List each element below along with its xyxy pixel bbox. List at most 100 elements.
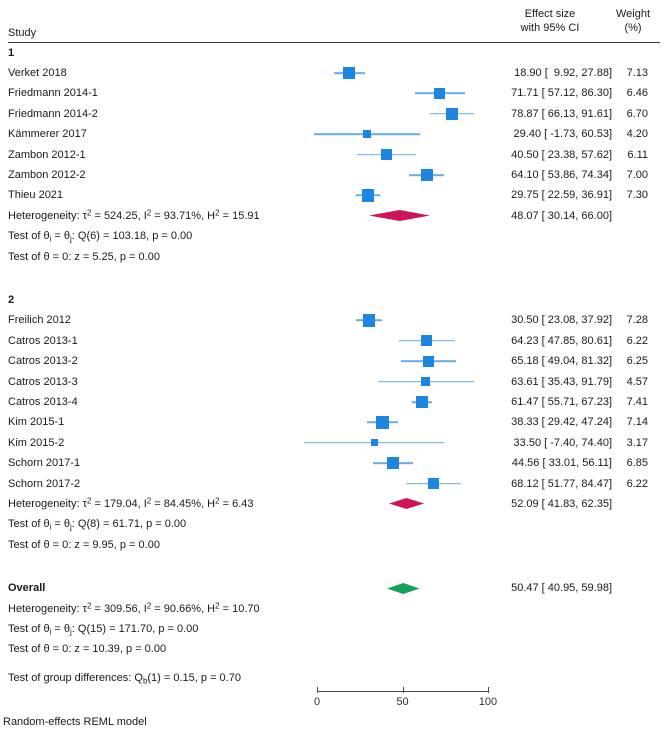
study-row: Freilich 2012 30.50 [ 23.08, 37.92] 7.28: [0, 310, 669, 330]
weight-text: 6.70: [626, 107, 648, 120]
group-summary-row: Heterogeneity: τ2 = 524.25, I2 = 93.71%,…: [0, 206, 669, 226]
group-label: 1: [8, 46, 15, 59]
study-label: Thieu 2021: [8, 189, 64, 202]
effect-size-text: 44.56 [ 33.01, 56.11]: [511, 457, 612, 470]
study-label: Schorn 2017-1: [8, 457, 81, 470]
study-label: Catros 2013-2: [8, 355, 78, 368]
weight-text: 3.17: [626, 436, 648, 449]
weight-text: 4.20: [626, 128, 648, 141]
weight-text: 7.28: [626, 314, 648, 327]
test-theta-zero-text: Test of θ = 0: z = 9.95, p = 0.00: [8, 538, 160, 551]
axis-tick-label: 50: [396, 696, 409, 708]
effect-size-text: 48.07 [ 30.14, 66.00]: [511, 209, 612, 222]
study-label: Friedmann 2014-2: [8, 107, 98, 120]
study-row: Thieu 2021 29.75 [ 22.59, 36.91] 7.30: [0, 185, 669, 205]
study-label: Kim 2015-2: [8, 436, 65, 449]
column-header-study: Study: [8, 27, 37, 39]
weight-text: 7.00: [626, 168, 648, 181]
heterogeneity-text: Heterogeneity: τ2 = 179.04, I2 = 84.45%,…: [8, 496, 254, 510]
effect-square: [376, 416, 389, 429]
effect-size-text: 68.12 [ 51.77, 84.47]: [511, 477, 612, 490]
group-summary-diamond: [388, 498, 424, 512]
effect-square: [422, 355, 435, 367]
effect-size-text: 78.87 [ 66.13, 91.61]: [511, 107, 612, 120]
effect-size-text: 29.75 [ 22.59, 36.91]: [511, 189, 612, 202]
effect-square: [427, 478, 440, 490]
effect-size-text: 50.47 [ 40.95, 59.98]: [511, 582, 612, 595]
test-theta-zero-text: Test of θ = 0: z = 10.39, p = 0.00: [8, 643, 167, 656]
model-note: Random-effects REML model: [3, 716, 147, 728]
study-row: Catros 2013-1 64.23 [ 47.85, 80.61] 6.22: [0, 331, 669, 351]
study-label: Zambon 2012-2: [8, 168, 86, 181]
effect-square: [380, 149, 392, 161]
group-summary-diamond: [368, 210, 430, 224]
study-row: Catros 2013-2 65.18 [ 49.04, 81.32] 6.25: [0, 351, 669, 371]
group-difference-row: Test of group differences: Qb(1) = 0.15,…: [0, 668, 669, 688]
header-rule: [8, 42, 660, 43]
stat-row: Test of θi = θj: Q(6) = 103.18, p = 0.00: [0, 226, 669, 246]
effect-square: [361, 189, 375, 202]
weight-text: 6.22: [626, 334, 648, 347]
study-label: Friedmann 2014-1: [8, 87, 98, 100]
heterogeneity-text: Heterogeneity: τ2 = 524.25, I2 = 93.71%,…: [8, 208, 260, 222]
effect-square: [362, 314, 376, 327]
group-summary-row: Heterogeneity: τ2 = 179.04, I2 = 84.45%,…: [0, 494, 669, 514]
column-header-effect-size-line1: Effect size: [524, 8, 576, 20]
effect-size-text: 38.33 [ 29.42, 47.24]: [511, 416, 612, 429]
group-label-row: 1: [0, 42, 669, 62]
effect-size-text: 64.10 [ 53.86, 74.34]: [511, 168, 612, 181]
overall-summary-row: Overall 50.47 [ 40.95, 59.98]: [0, 578, 669, 598]
weight-text: 7.41: [626, 395, 648, 408]
test-theta-ij-text: Test of θi = θj: Q(8) = 61.71, p = 0.00: [8, 518, 187, 532]
column-header-weight: Weight (%): [591, 7, 669, 35]
study-row: Schorn 2017-2 68.12 [ 51.77, 84.47] 6.22: [0, 473, 669, 493]
weight-text: 6.25: [626, 355, 648, 368]
column-header-effect-size-line2: with 95% CI: [520, 22, 580, 34]
effect-square: [415, 395, 429, 409]
study-label: Catros 2013-3: [8, 375, 78, 388]
stat-row: Test of θi = θj: Q(15) = 171.70, p = 0.0…: [0, 619, 669, 639]
study-label: Verket 2018: [8, 66, 67, 79]
weight-text: 6.11: [627, 148, 648, 161]
effect-square: [446, 107, 458, 120]
study-label: Zambon 2012-1: [8, 148, 86, 161]
effect-size-text: 18.90 [ 9.92, 27.88]: [514, 66, 612, 79]
effect-square: [370, 439, 378, 447]
effect-square: [387, 457, 400, 470]
weight-text: 4.57: [626, 375, 648, 388]
study-row: Verket 2018 18.90 [ 9.92, 27.88] 7.13: [0, 63, 669, 83]
effect-square: [421, 377, 431, 387]
overall-label: Overall: [8, 582, 46, 595]
study-row: Zambon 2012-1 40.50 [ 23.38, 57.62] 6.11: [0, 144, 669, 164]
stat-row: Test of θ = 0: z = 9.95, p = 0.00: [0, 535, 669, 555]
effect-size-text: 64.23 [ 47.85, 80.61]: [511, 334, 612, 347]
effect-square: [420, 168, 433, 182]
test-theta-ij-text: Test of θi = θj: Q(6) = 103.18, p = 0.00: [8, 230, 193, 244]
axis-tick: [488, 687, 490, 693]
effect-square: [363, 129, 372, 139]
axis-tick: [317, 687, 319, 693]
study-label: Catros 2013-1: [8, 334, 78, 347]
study-row: Zambon 2012-2 64.10 [ 53.86, 74.34] 7.00: [0, 165, 669, 185]
group-difference-text: Test of group differences: Qb(1) = 0.15,…: [8, 671, 241, 686]
overall-diamond: [387, 582, 420, 597]
group-label: 2: [8, 293, 15, 306]
stat-row: Test of θi = θj: Q(8) = 61.71, p = 0.00: [0, 514, 669, 534]
study-row: Kämmerer 2017 29.40 [ -1.73, 60.53] 4.20: [0, 124, 669, 144]
effect-size-text: 33.50 [ -7.40, 74.40]: [513, 436, 612, 449]
effect-square: [433, 87, 446, 100]
effect-size-text: 63.61 [ 35.43, 91.79]: [511, 375, 612, 388]
study-row: Schorn 2017-1 44.56 [ 33.01, 56.11] 6.85: [0, 453, 669, 473]
axis-tick-label: 100: [478, 696, 498, 708]
study-label: Catros 2013-4: [8, 395, 78, 408]
weight-text: 6.46: [626, 87, 648, 100]
column-header-effect-size: Effect size with 95% CI: [487, 7, 613, 35]
study-row: Friedmann 2014-2 78.87 [ 66.13, 91.61] 6.7…: [0, 104, 669, 124]
effect-size-text: 71.71 [ 57.12, 86.30]: [511, 87, 612, 100]
group-label-row: 2: [0, 290, 669, 310]
stat-row: Test of θ = 0: z = 10.39, p = 0.00: [0, 639, 669, 659]
axis-tick-label: 0: [313, 696, 321, 708]
study-row: Kim 2015-2 33.50 [ -7.40, 74.40] 3.17: [0, 433, 669, 453]
study-label: Kämmerer 2017: [8, 128, 87, 141]
